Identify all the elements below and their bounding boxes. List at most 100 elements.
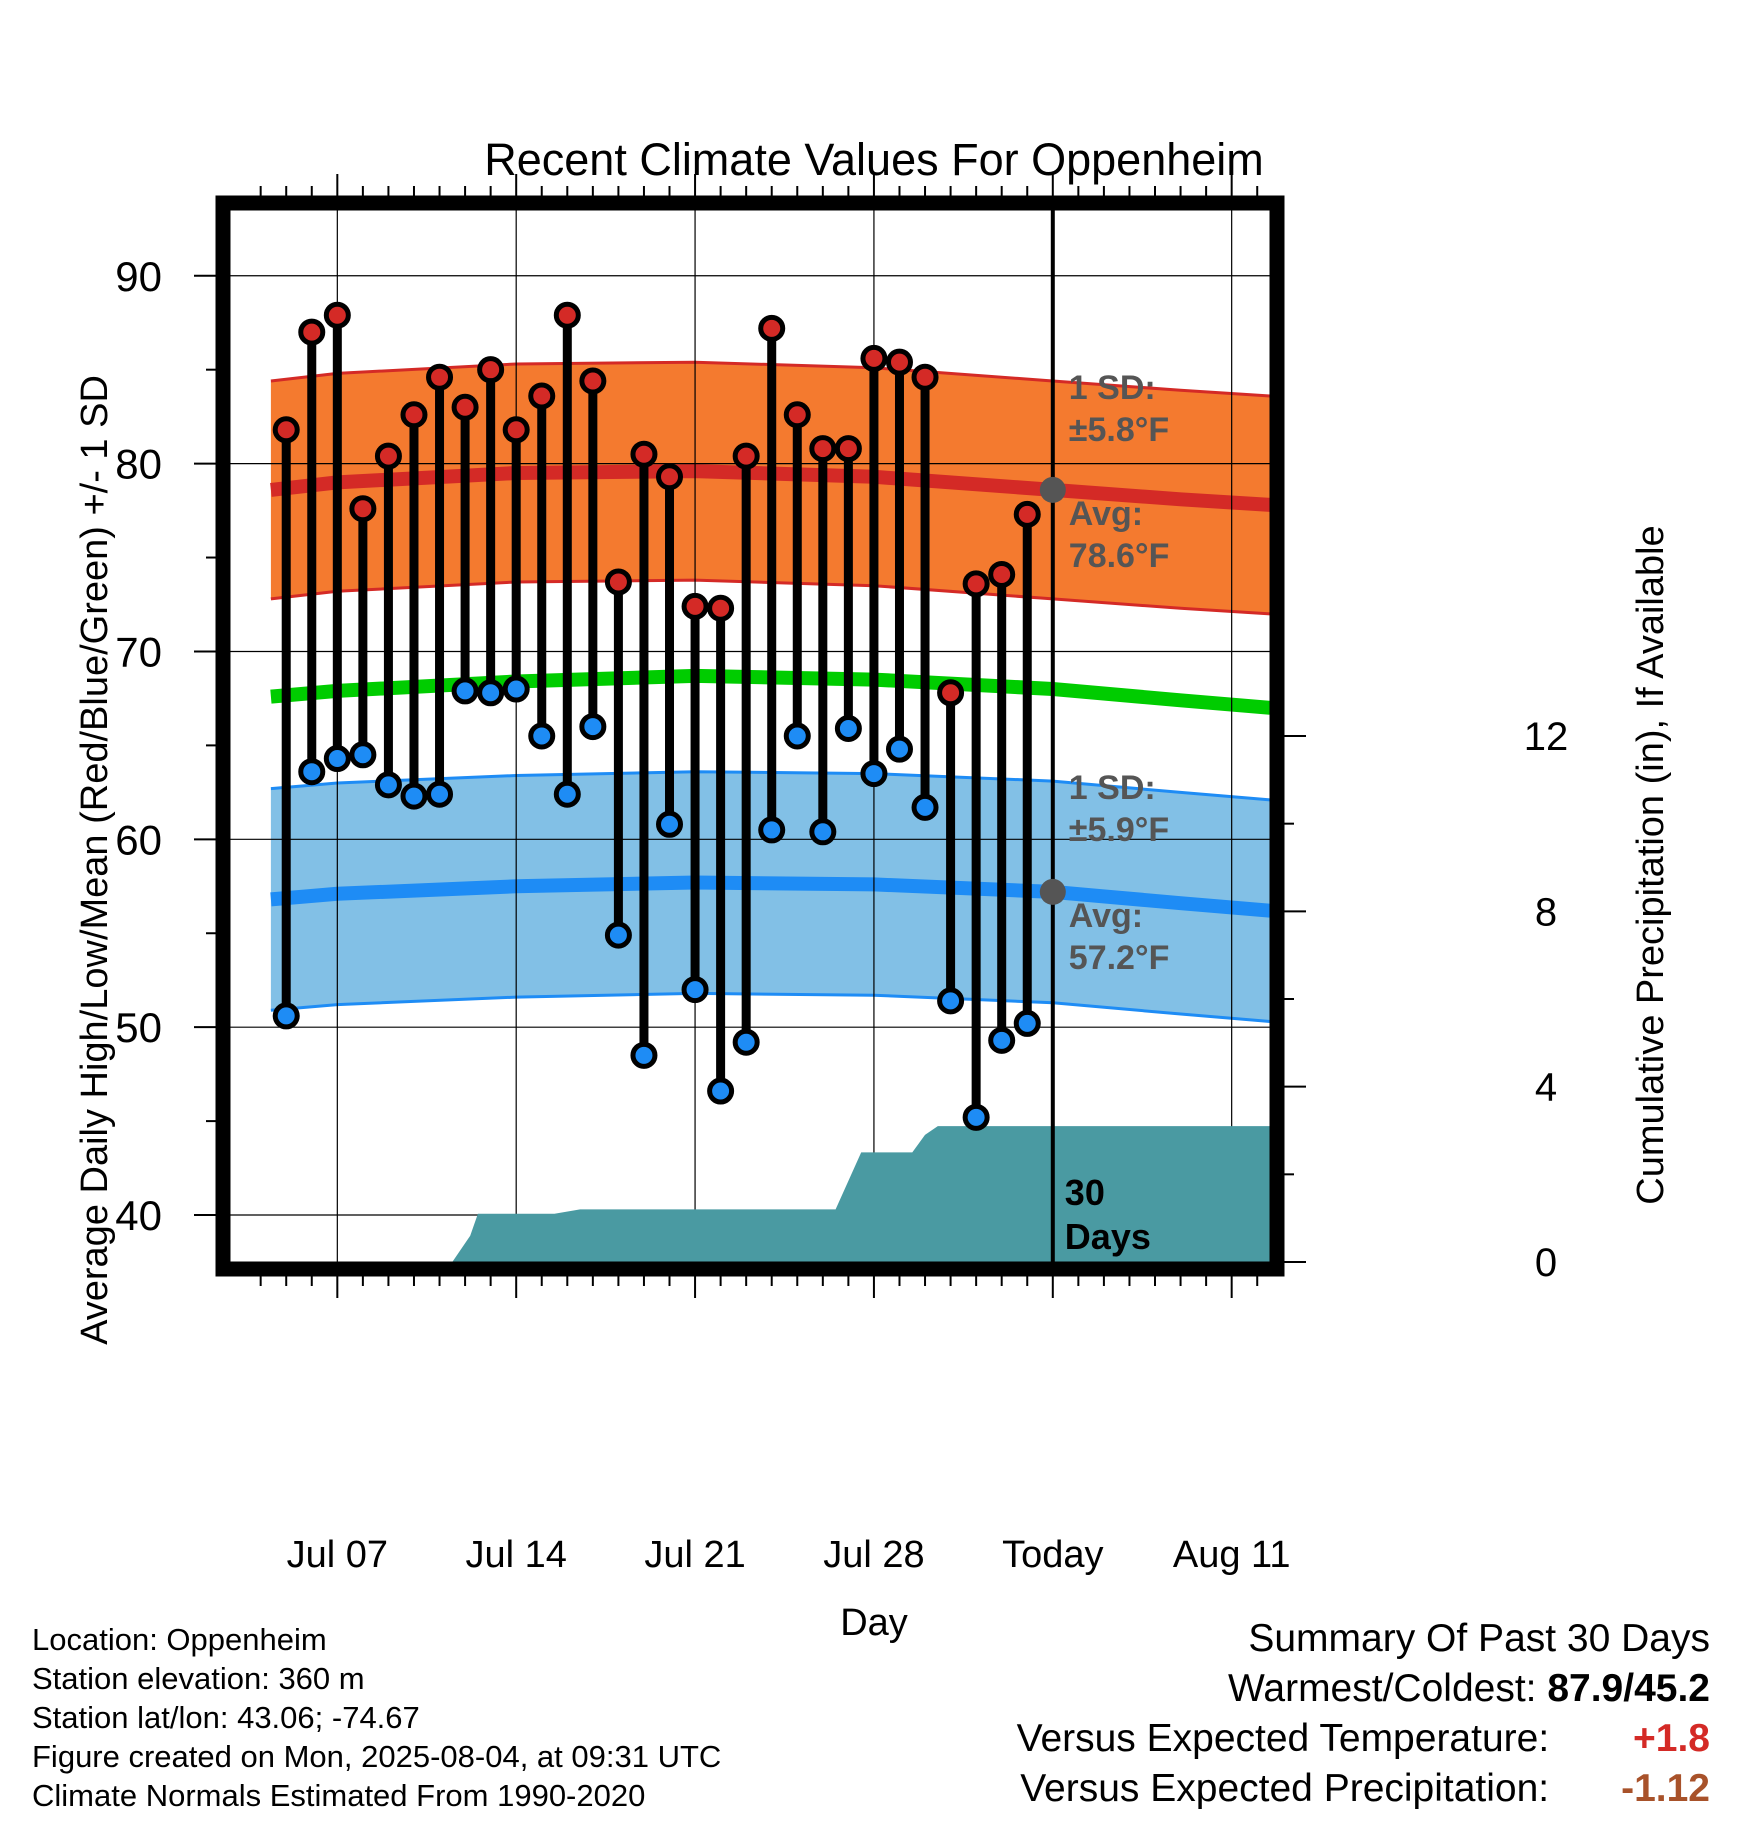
x-tick-label: Jul 28: [823, 1534, 924, 1576]
y-tick-label: 40: [115, 1192, 162, 1239]
daily-high-point: [528, 382, 556, 410]
plot-frame: [215, 195, 1285, 1277]
daily-high-point: [681, 592, 709, 620]
low-sd-value: ±5.9°F: [1069, 811, 1169, 849]
low-avg-label: Avg:: [1069, 897, 1143, 935]
precip-departure-row: Versus Expected Precipitation: -1.12: [1017, 1764, 1710, 1814]
precipitation-area: [230, 1126, 1270, 1262]
daily-high-point: [400, 401, 428, 429]
y-tick-label: 80: [115, 441, 162, 488]
daily-high-point: [323, 301, 351, 329]
daily-high-point: [732, 442, 760, 470]
daily-low-point: [911, 793, 939, 821]
y2-tick-label: 8: [1535, 890, 1557, 934]
daily-high-point: [937, 679, 965, 707]
precipitation-cumulative-area: [230, 1126, 1270, 1262]
daily-high-point: [630, 440, 658, 468]
summary-panel: Summary Of Past 30 Days Warmest/Coldest:…: [1017, 1614, 1710, 1814]
daily-low-point: [502, 675, 530, 703]
y2-tick-label: 4: [1535, 1066, 1557, 1110]
daily-high-point: [553, 301, 581, 329]
precip-departure-label: Versus Expected Precipitation:: [1020, 1767, 1550, 1810]
daily-high-point: [758, 314, 786, 342]
daily-low-point: [323, 745, 351, 773]
daily-low-point: [298, 758, 326, 786]
daily-low-point: [272, 1002, 300, 1030]
daily-high-point: [451, 393, 479, 421]
high-sd-label: 1 SD:: [1069, 369, 1156, 407]
low-avg-line: [270, 875, 1271, 918]
daily-high-point: [298, 318, 326, 346]
summary-title: Summary Of Past 30 Days: [1248, 1617, 1710, 1660]
low-band: [270, 771, 1270, 1022]
x-axis-label: Day: [840, 1602, 908, 1644]
y2-tick-label: 12: [1524, 715, 1569, 759]
x-tick-label: Jul 07: [287, 1534, 388, 1576]
daily-low-point: [885, 735, 913, 763]
axes: 40 50 60 70 80 90 0 4 8 12 Jul 07 Jul 14 Jul 21 Jul 2…: [115, 174, 1568, 1576]
daily-high-point: [426, 363, 454, 391]
today-low-avg-marker: [1039, 878, 1066, 905]
temp-departure-label: Versus Expected Temperature:: [1016, 1717, 1550, 1760]
daily-high-point: [349, 495, 377, 523]
daily-low-point: [630, 1041, 658, 1069]
days-label: Days: [1065, 1216, 1151, 1257]
low-band-lower-edge: [270, 991, 1271, 1023]
high-sd-value: ±5.8°F: [1069, 411, 1169, 449]
x-tick-label: Jul 21: [644, 1534, 745, 1576]
daily-range-stems: [281, 315, 1032, 1118]
daily-high-point: [656, 463, 684, 491]
daily-high-point: [885, 348, 913, 376]
low-avg-value: 57.2°F: [1069, 939, 1170, 977]
high-avg-value: 78.6°F: [1069, 537, 1170, 575]
daily-high-point: [962, 570, 990, 598]
low-band-upper-edge: [270, 770, 1271, 802]
daily-low-point: [809, 818, 837, 846]
daily-high-point: [1013, 500, 1041, 528]
daily-high-point: [783, 401, 811, 429]
daily-low-point: [528, 722, 556, 750]
station-info: Location: Oppenheim Station elevation: 3…: [32, 1620, 721, 1815]
created-text: Figure created on Mon, 2025-08-04, at 09…: [32, 1739, 722, 1774]
daily-low-point: [426, 780, 454, 808]
y-tick-label: 60: [115, 816, 162, 863]
normals-text: Climate Normals Estimated From 1990-2020: [32, 1778, 646, 1813]
daily-low-point: [783, 722, 811, 750]
daily-low-point: [553, 780, 581, 808]
daily-low-point: [732, 1028, 760, 1056]
x-tick-label: Today: [1002, 1534, 1103, 1576]
daily-low-point: [988, 1026, 1016, 1054]
high-band-upper-edge: [270, 360, 1271, 398]
daily-low-point: [707, 1077, 735, 1105]
daily-high-point: [477, 356, 505, 384]
elevation-text: Station elevation: 360 m: [32, 1661, 365, 1696]
days-label: 30: [1065, 1172, 1105, 1213]
daily-low-point: [374, 771, 402, 799]
daily-low-point: [962, 1103, 990, 1131]
daily-high-point: [579, 367, 607, 395]
daily-low-point: [477, 679, 505, 707]
warmest-label: Warmest/Coldest:: [1228, 1667, 1537, 1710]
precip-departure-value: -1.12: [1621, 1767, 1710, 1810]
daily-low-point: [451, 677, 479, 705]
y-tick-label: 50: [115, 1004, 162, 1051]
high-avg-label: Avg:: [1069, 495, 1143, 533]
x-tick-label: Jul 14: [465, 1534, 566, 1576]
warmest-coldest-row: Warmest/Coldest: 87.9/45.2: [1017, 1664, 1710, 1714]
daily-high-point: [911, 363, 939, 391]
x-tick-label: Aug 11: [1173, 1534, 1291, 1576]
daily-low-point: [834, 714, 862, 742]
low-sd-label: 1 SD:: [1069, 769, 1156, 807]
daily-high-point: [988, 560, 1016, 588]
normals-annotations: 1 SD: ±5.8°F Avg: 78.6°F 1 SD: ±5.9°F Avg: 57.2…: [1069, 369, 1170, 977]
daily-high-point: [860, 344, 888, 372]
temp-departure-value: +1.8: [1633, 1717, 1710, 1760]
y2-tick-label: 0: [1535, 1241, 1557, 1285]
daily-low-point: [579, 713, 607, 741]
daily-high-point: [502, 416, 530, 444]
y2-axis-label: Cumulative Precipitation (in), If Availa…: [1630, 525, 1672, 1204]
temp-departure-row: Versus Expected Temperature: +1.8: [1017, 1714, 1710, 1764]
latlon-text: Station lat/lon: 43.06; -74.67: [32, 1700, 420, 1735]
today-high-avg-marker: [1039, 476, 1066, 503]
